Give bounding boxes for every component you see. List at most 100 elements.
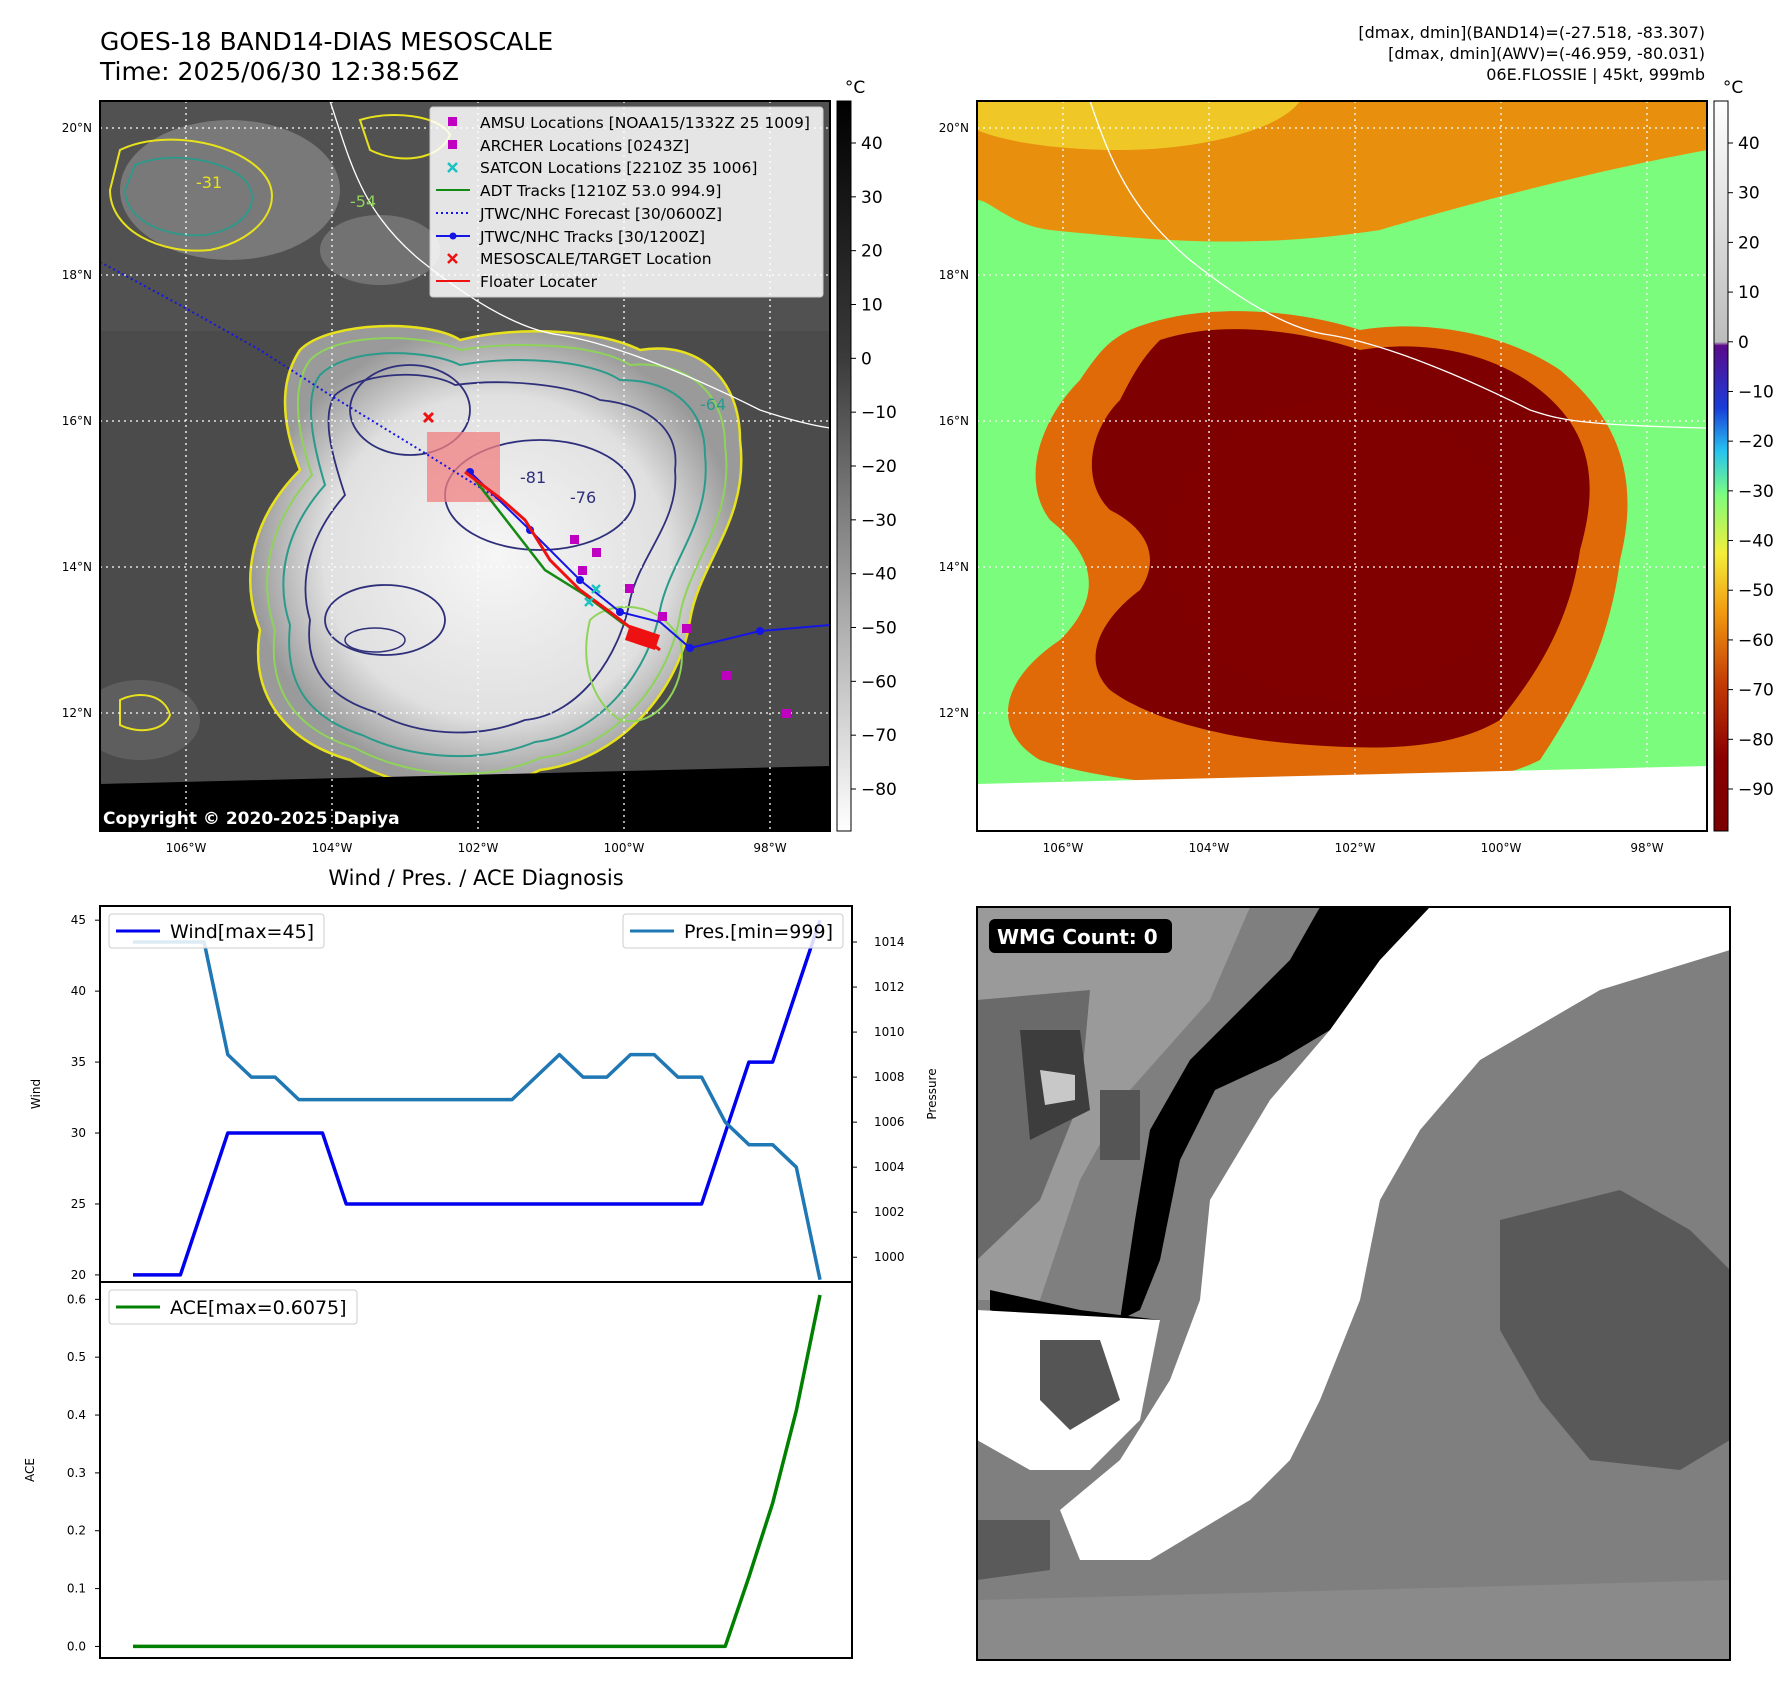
figure-title-line1: GOES-18 BAND14-DIAS MESOSCALE: [100, 27, 553, 56]
ir-lat-18: 18°N: [62, 268, 92, 282]
en-lat-14: 14°N: [939, 560, 969, 574]
en-lon-98: 98°W: [1630, 841, 1663, 855]
legend-floater: Floater Locater: [480, 273, 598, 291]
ir-colorbar-tick-label: 40: [861, 134, 883, 154]
enhanced-colorbar-unit: °C: [1723, 78, 1743, 98]
wind-axis-label: Wind: [29, 1079, 43, 1109]
legend-satcon: SATCON Locations [2210Z 35 1006]: [480, 159, 757, 177]
enhanced-colorbar-ticks: 40 30 20 10 0 −10 −20 −30 −40 −50 −60 −70 −80 −90: [1728, 134, 1774, 800]
wmg-white-swath: [1060, 907, 1730, 1560]
wmg-black-ridge: [1120, 907, 1430, 1320]
wind-axes-frame: [99, 905, 853, 1283]
enhanced-colorbar-tick-label: 20: [1738, 233, 1760, 253]
ace-ytick-tick-label: 0.0: [67, 1639, 86, 1653]
ir-lon-labels: 106°W 104°W 102°W 100°W 98°W: [166, 841, 787, 855]
enhanced-colorbar-tick-label: −10: [1738, 382, 1774, 402]
wind-yticks: 20 25 30 35 40 45: [71, 913, 100, 1282]
ir-lon-102: 102°W: [458, 841, 499, 855]
enhanced-colorbar-tick-label: −90: [1738, 780, 1774, 800]
ir-lat-20: 20°N: [62, 121, 92, 135]
en-lon-106: 106°W: [1043, 841, 1084, 855]
enhanced-colorbar-tick-label: 0: [1738, 333, 1749, 353]
ace-ytick-tick-label: 0.2: [67, 1524, 86, 1538]
pressure-ytick-tick-label: 1012: [874, 980, 905, 994]
ir-colorbar-tick-label: −70: [861, 726, 897, 746]
wind-legend-label: Wind[max=45]: [170, 921, 314, 943]
info-line2: [dmax, dmin](AWV)=(-46.959, -80.031): [1388, 44, 1705, 63]
pressure-ytick-tick-label: 1008: [874, 1070, 905, 1084]
no-data-band: [100, 766, 830, 831]
ace-yticks: 0.0 0.1 0.2 0.3 0.4 0.5 0.6: [67, 1292, 100, 1653]
legend-adt: ADT Tracks [1210Z 53.0 994.9]: [480, 182, 721, 200]
en-lat-20: 20°N: [939, 121, 969, 135]
enhanced-gridlines: [977, 101, 1707, 831]
enhanced-lon-labels: 106°W 104°W 102°W 100°W 98°W: [1043, 841, 1664, 855]
ir-lon-106: 106°W: [166, 841, 207, 855]
ir-lon-104: 104°W: [312, 841, 353, 855]
contour-label-76: -76: [570, 488, 596, 507]
enhanced-colorbar-tick-label: −40: [1738, 532, 1774, 552]
target-marker: [422, 411, 435, 424]
enhanced-colorbar-tick-label: 30: [1738, 184, 1760, 204]
pressure-ytick-tick-label: 1002: [874, 1205, 905, 1219]
legend-satcon-swatch: [447, 162, 458, 173]
pressure-series-line: [133, 940, 822, 1281]
ir-map-frame: [99, 100, 831, 832]
pressure-ytick-tick-label: 1014: [874, 935, 905, 949]
enhanced-colorbar-tick-label: 10: [1738, 283, 1760, 303]
ir-cold-cloud-mass: [250, 326, 742, 789]
contour-label-64: -64: [700, 395, 726, 414]
ir-lat-labels: 20°N 18°N 16°N 14°N 12°N: [62, 121, 92, 720]
legend-tracks: JTWC/NHC Tracks [30/1200Z]: [479, 228, 705, 246]
wind-ytick-tick-label: 45: [71, 913, 86, 927]
ir-lat-12: 12°N: [62, 706, 92, 720]
legend-target: MESOSCALE/TARGET Location: [480, 250, 712, 268]
ir-colorbar-tick-label: −80: [861, 780, 897, 800]
en-lon-100: 100°W: [1481, 841, 1522, 855]
ir-colorbar-tick-label: −50: [861, 619, 897, 639]
enhanced-colorbar-tick-label: −80: [1738, 730, 1774, 750]
ace-series-group: [132, 1294, 822, 1649]
ir-lat-16: 16°N: [62, 414, 92, 428]
map-legend: AMSU Locations [NOAA15/1332Z 25 1009] AR…: [429, 106, 824, 298]
ir-lon-100: 100°W: [604, 841, 645, 855]
pressure-legend-label: Pres.[min=999]: [684, 921, 833, 943]
legend-target-swatch: [447, 253, 458, 264]
wmg-frame: [976, 906, 1731, 1661]
ir-lon-98: 98°W: [753, 841, 786, 855]
pressure-ytick-tick-label: 1010: [874, 1025, 905, 1039]
wind-ytick-tick-label: 20: [71, 1268, 86, 1282]
ir-colorbar-tick-label: −30: [861, 511, 897, 531]
enhanced-colorbar-tick-label: −60: [1738, 631, 1774, 651]
pressure-ytick-tick-label: 1006: [874, 1115, 905, 1129]
ace-ytick-tick-label: 0.1: [67, 1582, 86, 1596]
satcon-markers: [584, 584, 601, 607]
ace-ytick-tick-label: 0.5: [67, 1350, 86, 1364]
wmg-badge-bg: [989, 919, 1172, 953]
ir-colorbar-tick-label: 30: [861, 188, 883, 208]
ir-colorbar-ticks: 40 30 20 10 0 −10 −20 −30 −40 −50 −60 −70 −80: [851, 134, 897, 800]
wind-pressure-chart: Wind / Pres. / ACE Diagnosis 20 25 30 35 40 4…: [29, 866, 939, 1283]
amsu-markers: [570, 535, 791, 718]
contour-navy: [304, 373, 677, 734]
diagnosis-title: Wind / Pres. / ACE Diagnosis: [328, 866, 623, 890]
wmg-panel: WMG Count: 0: [976, 906, 1731, 1661]
ace-axis-label: ACE: [23, 1458, 37, 1482]
ir-lat-14: 14°N: [62, 560, 92, 574]
wmg-badge: WMG Count: 0: [997, 925, 1158, 949]
coastline-enhanced: [1089, 101, 1707, 429]
ace-axes-frame: [99, 1281, 853, 1659]
enhanced-colorbar-tick-label: −50: [1738, 581, 1774, 601]
ace-ytick-tick-label: 0.3: [67, 1466, 86, 1480]
en-lat-12: 12°N: [939, 706, 969, 720]
no-data-band-enhanced: [977, 766, 1707, 831]
ace-legend: ACE[max=0.6075]: [108, 1289, 358, 1325]
enhanced-colorbar: [1713, 100, 1729, 832]
ir-colorbar-tick-label: 20: [861, 242, 883, 262]
enhanced-colorbar-tick-label: 40: [1738, 134, 1760, 154]
enhanced-map-frame: [976, 100, 1708, 832]
wind-series-line: [133, 919, 822, 1277]
enhanced-colorbar-tick-label: −20: [1738, 432, 1774, 452]
best-track: [469, 471, 830, 650]
